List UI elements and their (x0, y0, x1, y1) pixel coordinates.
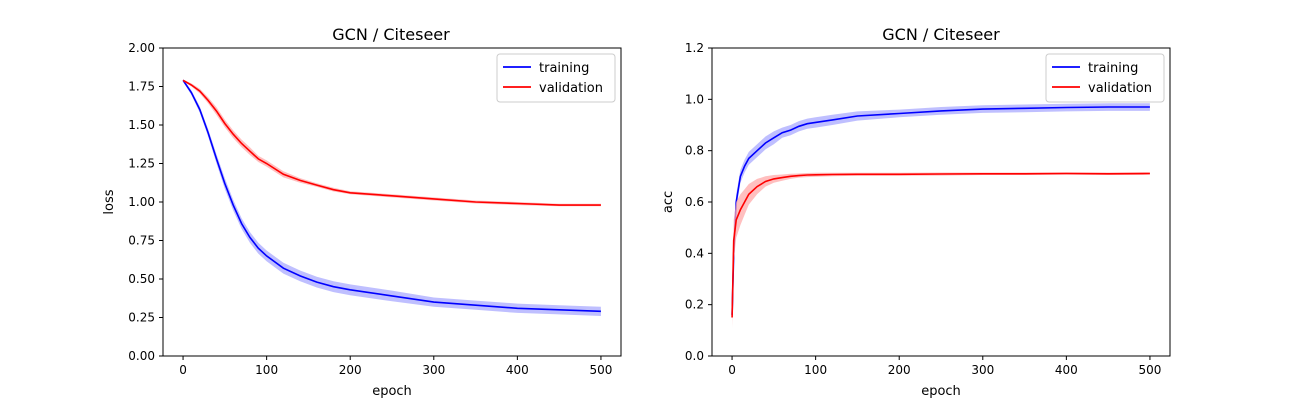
y-tick-label: 1.50 (128, 118, 155, 132)
x-tick-label: 500 (589, 363, 612, 377)
loss-chart: GCN / Citeseer epoch loss 0 100 200 300 400 5… (102, 25, 622, 399)
plot-area (182, 78, 601, 316)
y-tick-label: 0.75 (128, 234, 155, 248)
x-tick-label: 0 (728, 363, 736, 377)
legend-label-validation: validation (539, 81, 603, 96)
x-tick-label: 200 (888, 363, 911, 377)
legend-label-training: training (1088, 61, 1138, 76)
y-tick-label: 0.00 (128, 349, 155, 363)
y-tick-label: 0.4 (685, 246, 704, 260)
x-axis-label: epoch (921, 384, 961, 399)
series-1-band (183, 79, 601, 207)
y-tick-label: 1.75 (128, 80, 155, 94)
y-tick-label: 0.25 (128, 311, 155, 325)
chart-title: GCN / Citeseer (882, 25, 1000, 44)
x-axis-label: epoch (372, 384, 412, 399)
y-tick-label: 0.6 (685, 195, 704, 209)
series-0-line (731, 106, 1150, 315)
x-tick-label: 100 (804, 363, 827, 377)
legend-box (1045, 53, 1165, 103)
legend: training validation (496, 53, 616, 103)
x-tick-label: 500 (1138, 363, 1161, 377)
axis-ticks: 0 100 200 300 400 500 0.00 0.25 0.50 0.75 1.00 1.25… (128, 41, 612, 377)
legend-label-training: training (539, 61, 589, 76)
x-tick-label: 200 (339, 363, 362, 377)
y-tick-label: 2.00 (128, 41, 155, 55)
series-1-line (182, 79, 601, 206)
y-tick-label: 1.25 (128, 157, 155, 171)
plot-area (731, 103, 1150, 328)
series-1-band (732, 172, 1150, 328)
y-axis-label: acc (661, 191, 676, 213)
series-1-line (731, 172, 1150, 318)
x-tick-label: 300 (971, 363, 994, 377)
series-0-line (182, 79, 601, 313)
legend-box (496, 53, 616, 103)
y-tick-label: 1.2 (685, 41, 704, 55)
y-tick-label: 0.8 (685, 144, 704, 158)
legend: training validation (1045, 53, 1165, 103)
y-tick-label: 0.2 (685, 298, 704, 312)
x-tick-label: 400 (1055, 363, 1078, 377)
axis-ticks: 0 100 200 300 400 500 0.0 0.2 0.4 0.6 0.8 1.0 1.2 (685, 41, 1161, 377)
legend-label-validation: validation (1088, 81, 1152, 96)
y-tick-label: 1.00 (128, 195, 155, 209)
x-tick-label: 100 (255, 363, 278, 377)
x-tick-label: 0 (179, 363, 187, 377)
x-tick-label: 300 (422, 363, 445, 377)
y-tick-label: 0.50 (128, 272, 155, 286)
y-tick-label: 1.0 (685, 92, 704, 106)
accuracy-chart: GCN / Citeseer epoch acc 0 100 200 300 400 50… (661, 25, 1171, 399)
y-tick-label: 0.0 (685, 349, 704, 363)
series-0-band (732, 103, 1150, 318)
y-axis-label: loss (102, 189, 117, 214)
x-tick-label: 400 (506, 363, 529, 377)
chart-title: GCN / Citeseer (332, 25, 450, 44)
